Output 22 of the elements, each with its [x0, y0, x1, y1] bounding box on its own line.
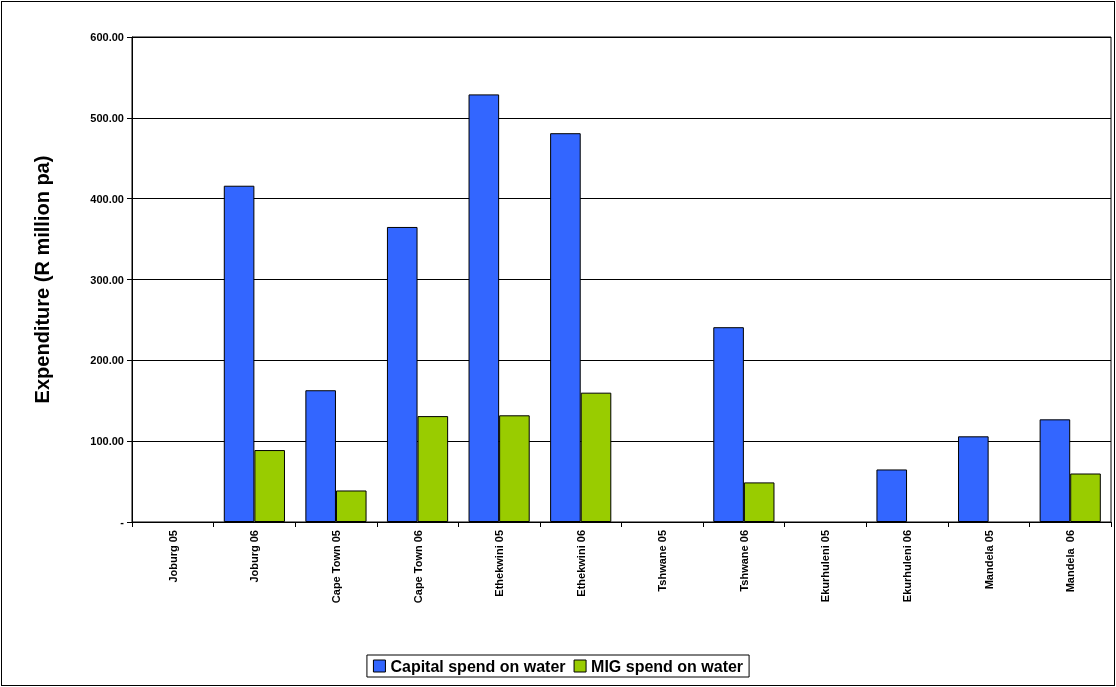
y-tick-label: 500.00: [90, 111, 124, 124]
y-tick-label: 400.00: [90, 192, 124, 205]
legend-label: Capital spend on water: [390, 657, 566, 675]
x-tick-label: Mandela 05: [982, 530, 995, 590]
x-tick-label: Cape Town 05: [329, 530, 342, 604]
y-tick-label: 100.00: [90, 435, 124, 448]
x-tick-label: Joburg 05: [166, 530, 179, 583]
x-tick-label: Mandela 06: [1064, 530, 1077, 593]
legend-label: MIG spend on water: [591, 657, 744, 675]
x-tick-label: Tshwane 06: [737, 530, 750, 592]
x-tick-label: Ethekwini 06: [574, 530, 587, 597]
y-tick-label: 600.00: [90, 31, 124, 43]
y-tick-label: 200.00: [90, 354, 124, 367]
x-tick-label: Joburg 06: [248, 530, 261, 583]
x-tick-label: Tshwane 05: [656, 530, 669, 592]
x-tick-label: Ethekwini 05: [493, 530, 506, 597]
x-tick-label: Ekurhuleni 05: [819, 530, 832, 603]
y-tick-label: -: [120, 516, 125, 528]
y-axis-title: Expenditure (R million pa): [31, 155, 53, 404]
x-tick-label: Cape Town 06: [411, 530, 424, 604]
x-tick-label: Ekurhuleni 06: [901, 530, 914, 603]
y-tick-label: 300.00: [90, 273, 124, 286]
